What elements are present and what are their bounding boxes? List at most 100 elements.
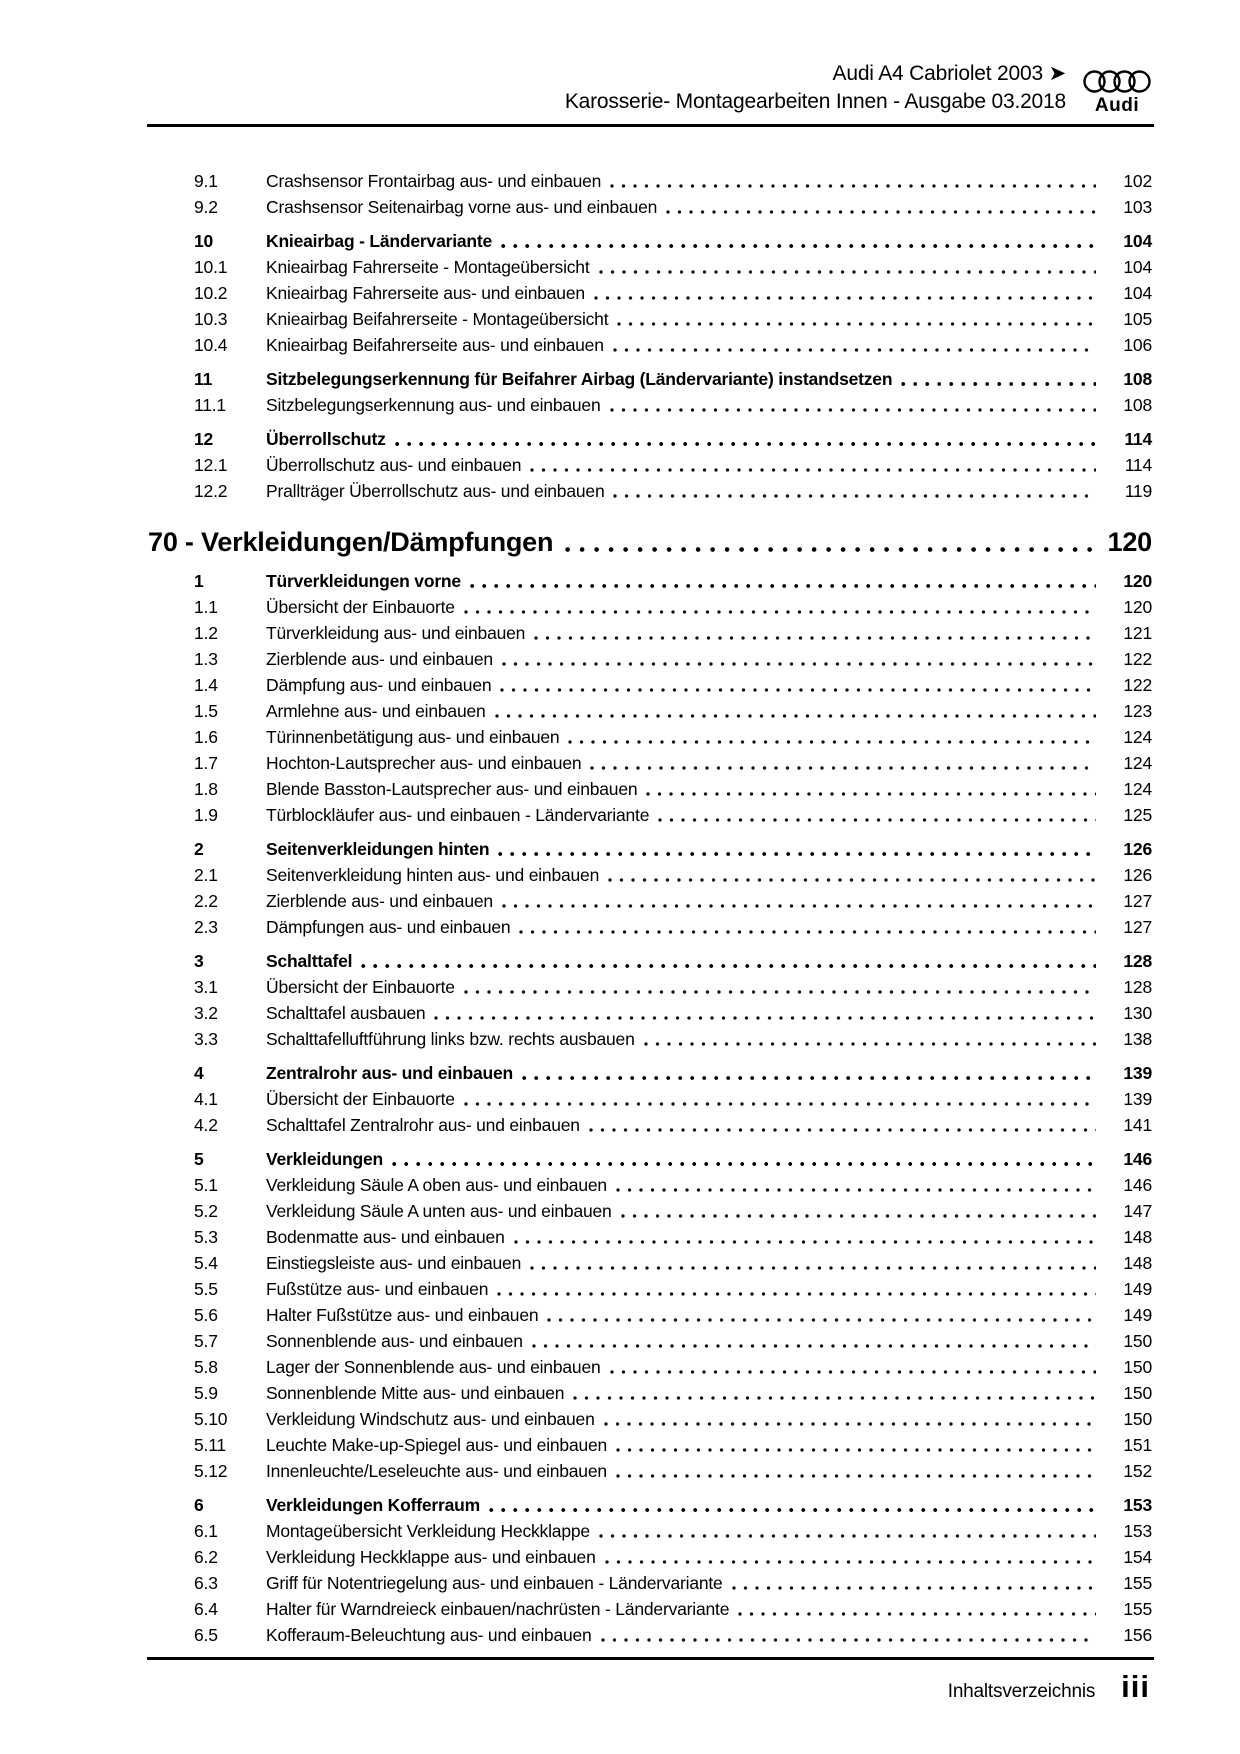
toc-entry-title: Schalttafelluftführung links bzw. rechts…: [266, 1029, 635, 1049]
toc-entry: 6.2 Verkleidung Heckklappe aus- und einb…: [148, 1544, 1152, 1570]
toc-entry-title: Schalttafel ausbauen: [266, 1003, 426, 1023]
toc-entry-number: 9.1: [194, 171, 218, 191]
toc-entry-page: 122: [1123, 649, 1152, 669]
toc-entry-number: 6: [194, 1495, 204, 1515]
toc-entry-page: 152: [1123, 1461, 1152, 1481]
toc-entry-title: Innenleuchte/Leseleuchte aus- und einbau…: [266, 1461, 607, 1481]
dot-leader: [598, 1533, 1096, 1539]
toc-entry-title: Übersicht der Einbauorte: [266, 977, 455, 997]
toc-entry: 1.6 Türinnenbetätigung aus- und einbauen…: [148, 724, 1152, 750]
toc-entry-number: 5.4: [194, 1253, 218, 1273]
toc-entry: 1 Türverkleidungen vorne 120: [148, 568, 1152, 594]
toc-entry-title: Bodenmatte aus- und einbauen: [266, 1227, 505, 1247]
dot-leader: [498, 851, 1096, 857]
toc-entry-page: 121: [1123, 623, 1152, 643]
toc-entry-number: 12.1: [194, 455, 228, 475]
toc-entry-title: Dämpfungen aus- und einbauen: [266, 917, 511, 937]
toc-entry-page: 153: [1123, 1521, 1152, 1541]
toc-entry-title: Überrollschutz: [266, 429, 386, 449]
toc-entry-number: 5.8: [194, 1357, 218, 1377]
toc-entry-title: Fußstütze aus- und einbauen: [266, 1279, 489, 1299]
toc-entry-title: Verkleidung Heckklappe aus- und einbauen: [266, 1547, 596, 1567]
toc-entry-title: Verkleidungen: [266, 1149, 384, 1169]
dot-leader: [603, 1421, 1096, 1427]
toc-entry-number: 2.1: [194, 865, 218, 885]
toc-entry-page: 114: [1124, 455, 1153, 475]
toc-entry-number: 6.2: [194, 1547, 218, 1567]
toc-entry: 5.11 Leuchte Make-up-Spiegel aus- und ei…: [148, 1432, 1152, 1458]
dot-leader: [573, 1395, 1096, 1401]
toc-entry: 1.3 Zierblende aus- und einbauen 122: [148, 646, 1152, 672]
toc-entry-title: Zentralrohr aus- und einbauen: [266, 1063, 514, 1083]
dot-leader: [738, 1611, 1096, 1617]
toc-entry-page: 150: [1123, 1357, 1152, 1377]
toc-entry-page: 139: [1123, 1063, 1152, 1083]
toc-entry-number: 5: [194, 1149, 204, 1169]
toc-entry-page: 138: [1123, 1029, 1152, 1049]
dot-leader: [616, 1447, 1096, 1453]
toc-entry-title: Montageübersicht Verkleidung Heckklappe: [266, 1521, 590, 1541]
toc-entry-page: 127: [1123, 917, 1152, 937]
toc-entry-page: 130: [1123, 1003, 1152, 1023]
header-rule: [147, 124, 1154, 127]
toc-entry-page: 127: [1123, 891, 1152, 911]
dot-leader: [463, 1101, 1096, 1107]
toc-entry: 5.3 Bodenmatte aus- und einbauen 148: [148, 1224, 1152, 1250]
dot-leader: [620, 1213, 1096, 1219]
dot-leader: [612, 347, 1096, 353]
dot-leader: [609, 1369, 1096, 1375]
toc-entry: 12 Überrollschutz 114: [148, 426, 1152, 452]
audi-wordmark: Audi: [1094, 95, 1140, 116]
dot-leader: [531, 1343, 1096, 1349]
toc-entry-page: 102: [1123, 171, 1152, 191]
dot-leader: [494, 713, 1096, 719]
toc-entry-title: Übersicht der Einbauorte: [266, 1089, 455, 1109]
toc-entry-number: 2.2: [194, 891, 218, 911]
dot-leader: [600, 1637, 1096, 1643]
toc-entry: 3 Schalttafel 128: [148, 948, 1152, 974]
toc-entry: 10.2 Knieairbag Fahrerseite aus- und ein…: [148, 280, 1152, 306]
toc-entry: 5.7 Sonnenblende aus- und einbauen 150: [148, 1328, 1152, 1354]
toc-entry-page: 148: [1123, 1227, 1152, 1247]
dot-leader: [593, 295, 1096, 301]
footer-page-number: iii: [1121, 1669, 1150, 1704]
toc-entry-title: Halter für Warndreieck einbauen/nachrüst…: [266, 1599, 730, 1619]
toc-entry-page: 120: [1107, 527, 1153, 557]
toc-entry-title: Verkleidung Säule A unten aus- und einba…: [266, 1201, 612, 1221]
toc-entry-title: Türinnenbetätigung aus- und einbauen: [266, 727, 560, 747]
toc-entry-number: 5.6: [194, 1305, 218, 1325]
toc-entry-page: 104: [1123, 231, 1152, 251]
toc-entry: 2.1 Seitenverkleidung hinten aus- und ei…: [148, 862, 1152, 888]
dot-leader: [394, 441, 1096, 447]
toc-entry: 6.3 Griff für Notentriegelung aus- und e…: [148, 1570, 1152, 1596]
toc-entry: 3.1 Übersicht der Einbauorte 128: [148, 974, 1152, 1000]
dot-leader: [501, 661, 1096, 667]
dot-leader: [608, 877, 1096, 883]
toc-entry-page: 156: [1123, 1625, 1152, 1645]
toc-entry-number: 9.2: [194, 197, 218, 217]
toc-entry: 2.2 Zierblende aus- und einbauen 127: [148, 888, 1152, 914]
toc-entry-title: Blende Basston-Lautsprecher aus- und ein…: [266, 779, 638, 799]
toc-entry-page: 155: [1123, 1599, 1152, 1619]
toc-entry-title: Türverkleidungen vorne: [266, 571, 461, 591]
dot-leader: [522, 1075, 1096, 1081]
toc-entry: 6 Verkleidungen Kofferraum 153: [148, 1492, 1152, 1518]
toc-entry: 6.5 Kofferaum-Beleuchtung aus- und einba…: [148, 1622, 1152, 1648]
toc-entry-title: Türverkleidung aus- und einbauen: [266, 623, 526, 643]
toc-entry-title: Seitenverkleidungen hinten: [266, 839, 490, 859]
dot-leader: [565, 546, 1094, 553]
toc-chapter-row: 70 - Verkleidungen/Dämpfungen 120: [148, 524, 1152, 560]
toc-entry: 6.4 Halter für Warndreieck einbauen/nach…: [148, 1596, 1152, 1622]
toc-entry-page: 119: [1124, 481, 1153, 501]
toc-entry-page: 108: [1123, 395, 1152, 415]
toc-entry-page: 146: [1123, 1175, 1152, 1195]
toc-entry: 1.8 Blende Basston-Lautsprecher aus- und…: [148, 776, 1152, 802]
toc-entry-number: 5.3: [194, 1227, 218, 1247]
toc-entry: 5.5 Fußstütze aus- und einbauen 149: [148, 1276, 1152, 1302]
toc-entry-page: 114: [1124, 429, 1152, 449]
dot-leader: [501, 243, 1096, 249]
toc-entry-number: 3.3: [194, 1029, 218, 1049]
toc-entry-page: 125: [1123, 805, 1152, 825]
toc-entry: 2 Seitenverkleidungen hinten 126: [148, 836, 1152, 862]
dot-leader: [534, 635, 1096, 641]
